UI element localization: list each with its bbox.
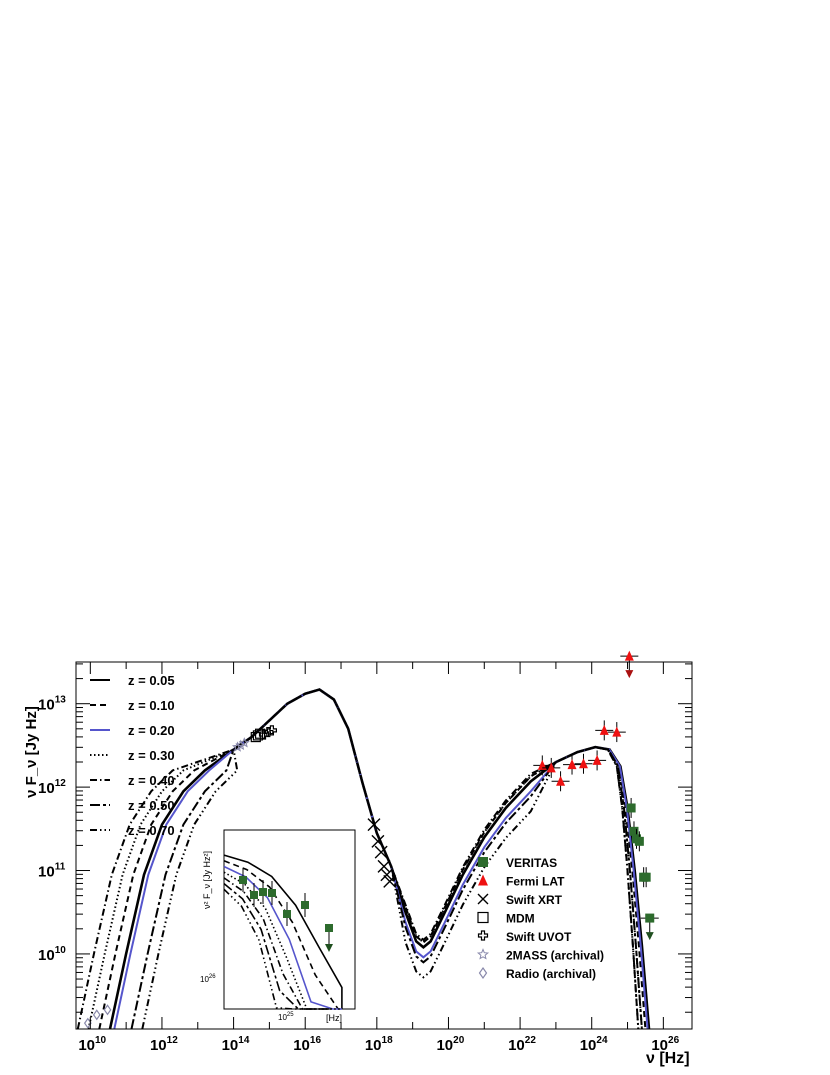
x-tick-label: 1018 (365, 1035, 393, 1054)
model-curves (76, 688, 651, 1030)
uvot-point (263, 726, 274, 738)
fermi-point (624, 650, 634, 661)
x-tick-label: 1012 (150, 1035, 178, 1054)
legend-label: z = 0.50 (128, 798, 175, 813)
y-axis-label: ν F_ν [Jy Hz] (23, 706, 40, 798)
veritas-point (478, 857, 488, 867)
legend-label: MDM (506, 912, 535, 926)
inset-x-tick: 1025 (278, 1012, 294, 1022)
fermi-point (478, 874, 488, 886)
legend-label: z = 0.10 (128, 698, 175, 713)
x-tick-label: 1022 (508, 1035, 536, 1054)
x-axis-label: ν [Hz] (646, 1050, 690, 1067)
data-legend: VERITAS Fermi LAT Swift XRT MDM Swift UVOT 2M… (476, 856, 604, 981)
model-legend: z = 0.05 z = 0.10 z = 0.20 z = 0.30 z = 0.40… (90, 673, 175, 838)
y-tick-label: 1011 (38, 862, 66, 881)
fermi-point (556, 775, 566, 786)
x-tick-label: 1026 (651, 1035, 679, 1054)
inset-frame (223, 829, 356, 1010)
x-tick-label: 1010 (78, 1035, 106, 1054)
uvot-point (477, 930, 489, 941)
veritas-point (325, 924, 333, 932)
inset-upper-limit-arrow (325, 944, 333, 952)
veritas-point (629, 826, 639, 836)
y-tick-label: 1012 (38, 778, 66, 797)
radio-point (478, 966, 488, 980)
legend-label: Radio (archival) (506, 967, 596, 981)
inset-y-tick: 1026 (200, 974, 216, 984)
veritas-point (301, 901, 309, 909)
x-tick-label: 1014 (222, 1035, 250, 1054)
legend-label: z = 0.20 (128, 723, 175, 738)
model-curve (141, 688, 640, 1030)
upper-limit-arrow (625, 670, 634, 679)
radio-point (103, 1004, 112, 1016)
inset-panel: ν² F_ν [Jy Hz²] 1026 1025 [Hz] (200, 829, 356, 1023)
fermi-point (599, 724, 609, 735)
legend-label: Swift XRT (506, 893, 563, 907)
legend-label: z = 0.05 (128, 673, 175, 688)
y-axis: 1010 1011 1012 1013 (38, 663, 692, 1013)
twomass-point (231, 741, 244, 752)
x-tick-label: 1016 (293, 1035, 321, 1054)
legend-label: z = 0.70 (128, 823, 175, 838)
legend-label: VERITAS (506, 856, 557, 870)
inset-points (239, 868, 333, 952)
uvot-point (266, 725, 278, 736)
veritas-point (283, 910, 291, 918)
veritas-point (250, 891, 258, 899)
mdm-point (252, 730, 264, 741)
veritas-point (641, 872, 651, 882)
veritas-point (634, 836, 644, 846)
fermi-point (578, 758, 588, 769)
fermi-point (567, 759, 577, 770)
xrt-point (371, 834, 385, 848)
xrt-point (477, 893, 489, 905)
legend-label: Fermi LAT (506, 875, 565, 889)
twomass-point (476, 948, 490, 960)
veritas-point (645, 913, 655, 923)
veritas-point (626, 803, 636, 813)
fermi-point (592, 754, 602, 765)
veritas-point (259, 888, 267, 896)
fermi-point (537, 759, 547, 770)
inset-curve (223, 854, 343, 1009)
legend-label: 2MASS (archival) (506, 949, 604, 963)
legend-label: Swift UVOT (506, 930, 572, 944)
xrt-point (374, 845, 388, 859)
twomass-point (235, 739, 247, 751)
xrt-point (367, 818, 381, 832)
upper-limit-arrow (645, 932, 654, 941)
twomass-point (238, 737, 250, 748)
inset-y-label: ν² F_ν [Jy Hz²] (202, 851, 212, 909)
inset-curve (223, 888, 324, 1010)
veritas-point (268, 889, 276, 897)
fermi-point (612, 726, 622, 737)
plot-frame (75, 661, 693, 1030)
y-tick-label: 1010 (38, 945, 66, 964)
x-tick-label: 1020 (436, 1035, 464, 1054)
model-curve (87, 688, 643, 1030)
radio-point (92, 1009, 101, 1021)
mdm-point (477, 911, 489, 924)
xrt-point (377, 859, 391, 873)
xrt-point (383, 874, 397, 888)
x-axis: 1010 1012 1014 1016 1018 1020 1022 1024 1026 (78, 662, 680, 1054)
veritas-point (239, 876, 247, 884)
x-tick-label: 1024 (580, 1035, 608, 1054)
xrt-point (380, 868, 394, 882)
inset-curve (223, 882, 330, 1010)
inset-x-unit: [Hz] (326, 1013, 342, 1023)
legend-label: z = 0.30 (128, 748, 175, 763)
fermi-point (546, 762, 556, 773)
legend-label: z = 0.40 (128, 773, 175, 788)
y-tick-label: 1013 (38, 695, 66, 714)
